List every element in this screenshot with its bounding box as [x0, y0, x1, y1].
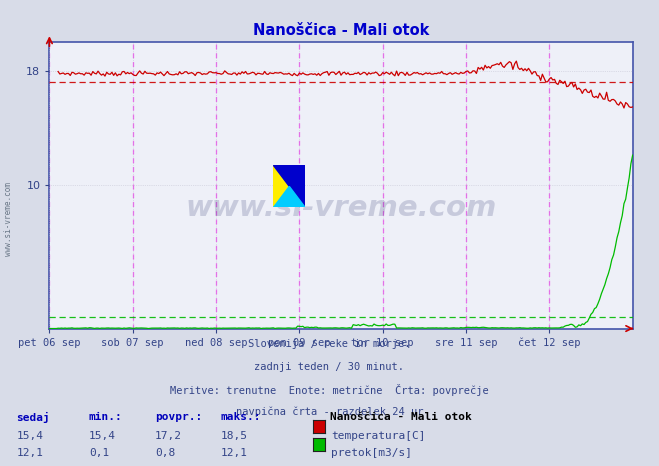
Title: Nanoščica - Mali otok: Nanoščica - Mali otok	[253, 23, 429, 38]
Text: 15,4: 15,4	[16, 431, 43, 441]
Text: temperatura[C]: temperatura[C]	[331, 431, 426, 441]
Text: min.:: min.:	[89, 412, 123, 422]
Polygon shape	[273, 186, 305, 207]
Polygon shape	[273, 165, 305, 207]
Text: www.si-vreme.com: www.si-vreme.com	[185, 194, 497, 222]
Text: www.si-vreme.com: www.si-vreme.com	[4, 182, 13, 256]
Text: pretok[m3/s]: pretok[m3/s]	[331, 448, 413, 458]
Text: 15,4: 15,4	[89, 431, 116, 441]
Text: 12,1: 12,1	[16, 448, 43, 458]
Text: povpr.:: povpr.:	[155, 412, 202, 422]
Text: 18,5: 18,5	[221, 431, 248, 441]
Text: Slovenija / reke in morje.: Slovenija / reke in morje.	[248, 339, 411, 349]
Polygon shape	[289, 186, 305, 207]
Text: navpična črta - razdelek 24 ur: navpična črta - razdelek 24 ur	[236, 406, 423, 417]
Text: 12,1: 12,1	[221, 448, 248, 458]
Text: zadnji teden / 30 minut.: zadnji teden / 30 minut.	[254, 362, 405, 371]
Text: Nanoščica - Mali otok: Nanoščica - Mali otok	[330, 412, 471, 422]
Text: 0,1: 0,1	[89, 448, 109, 458]
Text: maks.:: maks.:	[221, 412, 261, 422]
Text: sedaj: sedaj	[16, 412, 50, 424]
Polygon shape	[273, 165, 305, 207]
Text: Meritve: trenutne  Enote: metrične  Črta: povprečje: Meritve: trenutne Enote: metrične Črta: …	[170, 384, 489, 396]
Text: 0,8: 0,8	[155, 448, 175, 458]
Text: 17,2: 17,2	[155, 431, 182, 441]
